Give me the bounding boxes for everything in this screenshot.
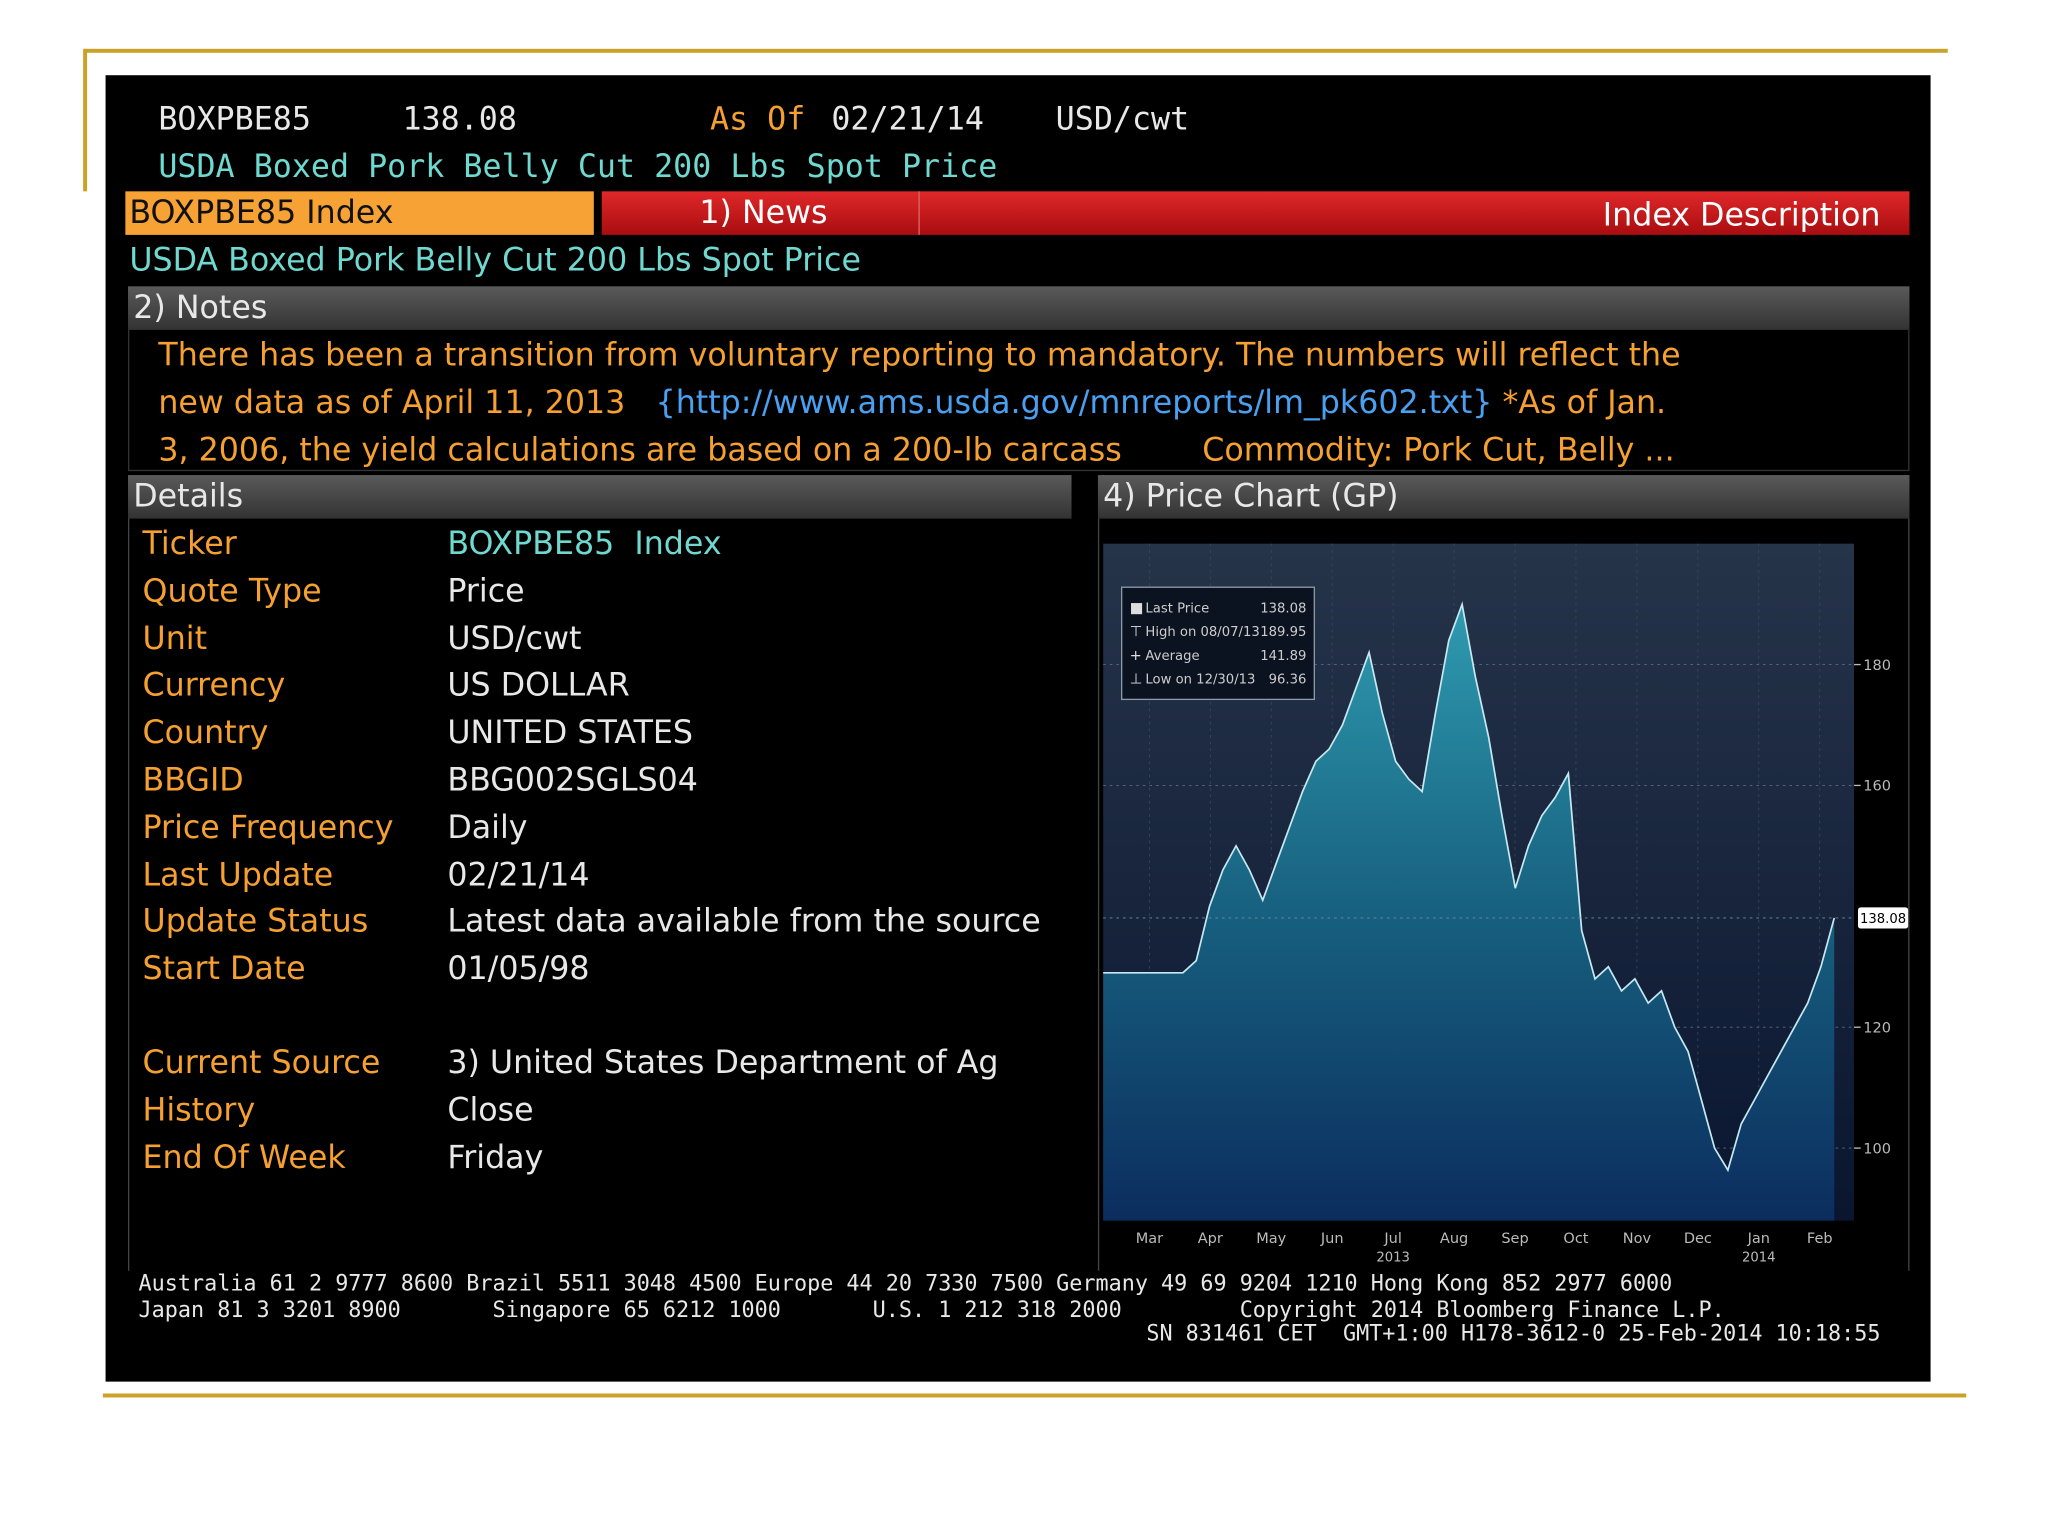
x-tick-label: Jan xyxy=(1747,1231,1770,1247)
legend-value: 141.89 xyxy=(1260,649,1306,664)
footer: Japan 81 3 3201 8900 Singapore 65 6212 1… xyxy=(138,1297,1725,1323)
detail-value: 3) United States Department of Ag xyxy=(447,1043,999,1081)
legend-value: 138.08 xyxy=(1260,601,1306,616)
price-chart: Mar Apr May Jun Jul Aug Sep Oct Nov Dec Jan Feb 2013… xyxy=(1103,543,1909,1266)
details-header: Details xyxy=(128,475,1072,519)
detail-label: Current Source xyxy=(142,1043,381,1081)
legend-label: Low on 12/30/13 xyxy=(1145,673,1255,688)
chart-box xyxy=(1097,518,1910,1271)
x-tick-label: Jul xyxy=(1383,1231,1402,1247)
legend-value: 96.36 xyxy=(1269,673,1307,688)
security-name: USDA Boxed Pork Belly Cut 200 Lbs Spot P… xyxy=(158,147,998,185)
menu-bar xyxy=(601,191,1910,235)
detail-value: Close xyxy=(447,1091,534,1128)
legend-label: Average xyxy=(1145,649,1199,664)
legend-symbol: ■ xyxy=(1130,600,1144,616)
detail-value: USD/cwt xyxy=(447,619,582,657)
unit: USD/cwt xyxy=(1055,100,1190,138)
x-tick-label: Nov xyxy=(1623,1231,1652,1247)
x-tick-label: Aug xyxy=(1440,1231,1468,1247)
gold-rule xyxy=(84,48,1948,53)
x-tick-label: Dec xyxy=(1684,1231,1712,1247)
detail-value: BBG002SGLS04 xyxy=(447,761,698,799)
detail-label: End Of Week xyxy=(142,1138,346,1176)
detail-label: Ticker xyxy=(142,525,237,563)
as-of-date: 02/21/14 xyxy=(831,100,984,138)
gold-rule xyxy=(83,48,88,192)
x-tick-label: May xyxy=(1256,1231,1286,1247)
news-sep xyxy=(602,191,920,235)
price-area xyxy=(1103,604,1835,1221)
as-of-label: As Of xyxy=(709,100,806,138)
x-year-label: 2014 xyxy=(1742,1251,1776,1266)
security-tab[interactable]: BOXPBE85 Index xyxy=(125,191,594,235)
notes-text: new data as of April 11, 2013 xyxy=(158,384,656,421)
x-tick-label: Jun xyxy=(1320,1231,1344,1247)
detail-value: 02/21/14 xyxy=(447,855,590,893)
price: 138.08 xyxy=(402,100,517,138)
detail-value: Friday xyxy=(447,1138,544,1176)
detail-label: Currency xyxy=(142,666,286,704)
detail-value: BOXPBE85 Index xyxy=(447,525,722,563)
notes-box xyxy=(128,329,1910,472)
detail-label: Update Status xyxy=(142,903,369,941)
notes-text: 3, 2006, the yield calculations are base… xyxy=(158,431,1675,469)
x-tick-label: Apr xyxy=(1198,1231,1223,1247)
legend-label: Last Price xyxy=(1145,601,1209,616)
detail-value: Daily xyxy=(447,808,528,846)
last-price-box xyxy=(1857,907,1909,929)
x-tick-label: Mar xyxy=(1136,1231,1163,1247)
subtitle: USDA Boxed Pork Belly Cut 200 Lbs Spot P… xyxy=(129,241,861,279)
legend-symbol: + xyxy=(1130,648,1142,664)
detail-value: US DOLLAR xyxy=(447,666,630,704)
gold-rule xyxy=(102,1393,1967,1398)
detail-label: BBGID xyxy=(142,761,244,799)
y-tick-label: 180 xyxy=(1863,658,1891,674)
notes-header[interactable]: 2) Notes xyxy=(128,286,1910,330)
detail-value: UNITED STATES xyxy=(447,714,694,752)
details-box xyxy=(128,518,1073,1271)
x-tick-label: Oct xyxy=(1563,1231,1588,1247)
legend-symbol: ⊤ xyxy=(1130,624,1143,640)
detail-label: Price Frequency xyxy=(142,808,394,846)
detail-value: Price xyxy=(447,572,525,610)
detail-label: History xyxy=(142,1091,256,1128)
terminal: BOXPBE85 138.08 As Of 02/21/14 USD/cwt U… xyxy=(105,75,1931,1382)
detail-value: Latest data available from the source xyxy=(447,903,1041,941)
y-tick-label: 160 xyxy=(1863,779,1891,795)
footer: SN 831461 CET GMT+1:00 H178-3612-0 25-Fe… xyxy=(1146,1320,1881,1346)
detail-label: Country xyxy=(142,714,269,752)
ticker: BOXPBE85 xyxy=(158,100,311,138)
notes-text: There has been a transition from volunta… xyxy=(158,336,1681,374)
notes-text: *As of Jan. xyxy=(1492,384,1667,421)
price-line xyxy=(1103,601,1836,1173)
notes-link[interactable]: {http://www.ams.usda.gov/mnreports/lm_pk… xyxy=(655,384,1493,421)
detail-value: 01/05/98 xyxy=(447,950,590,988)
footer: Australia 61 2 9777 8600 Brazil 5511 304… xyxy=(138,1270,1673,1296)
legend-box xyxy=(1121,586,1315,701)
legend-value: 189.95 xyxy=(1260,625,1306,640)
detail-label: Start Date xyxy=(142,950,306,988)
notes-text: new data as of April 11, 2013 {http://ww… xyxy=(158,383,1666,423)
y-tick-label: 100 xyxy=(1863,1141,1891,1157)
chart-header[interactable]: 4) Price Chart (GP) xyxy=(1097,475,1910,519)
x-year-label: 2013 xyxy=(1376,1251,1410,1266)
legend-label: High on 08/07/13 xyxy=(1145,625,1259,640)
last-price-label: 138.08 xyxy=(1860,912,1906,927)
x-tick-label: Sep xyxy=(1501,1231,1528,1247)
news-tab[interactable]: 1) News xyxy=(699,193,828,231)
detail-label: Unit xyxy=(142,619,207,657)
description-tab[interactable]: Index Description xyxy=(1602,196,1881,234)
x-tick-label: Feb xyxy=(1807,1231,1833,1247)
legend-symbol: ⊥ xyxy=(1130,672,1143,688)
detail-label: Last Update xyxy=(142,855,334,893)
detail-label: Quote Type xyxy=(142,572,322,610)
y-tick-label: 120 xyxy=(1863,1020,1891,1036)
